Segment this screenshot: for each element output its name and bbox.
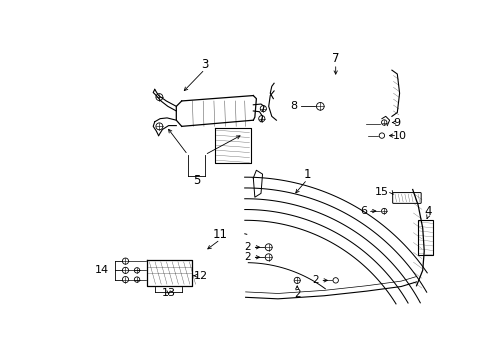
Text: 14: 14: [94, 265, 108, 275]
Text: 9: 9: [393, 117, 400, 127]
Text: 2: 2: [244, 252, 251, 262]
Text: 2: 2: [312, 275, 318, 285]
Text: 5: 5: [193, 174, 201, 187]
Text: 2: 2: [293, 289, 300, 299]
Text: 12: 12: [193, 271, 207, 281]
Text: 13: 13: [161, 288, 175, 298]
Text: 2: 2: [244, 242, 251, 252]
Text: 6: 6: [360, 206, 367, 216]
Text: 11: 11: [212, 228, 227, 240]
Text: 7: 7: [331, 52, 339, 65]
Text: 8: 8: [290, 101, 297, 111]
Text: 15: 15: [374, 187, 388, 197]
Text: 3: 3: [201, 58, 208, 71]
Bar: [417, 220, 432, 255]
Text: 1: 1: [303, 168, 310, 181]
Text: 10: 10: [392, 131, 406, 141]
Text: 4: 4: [424, 204, 431, 217]
